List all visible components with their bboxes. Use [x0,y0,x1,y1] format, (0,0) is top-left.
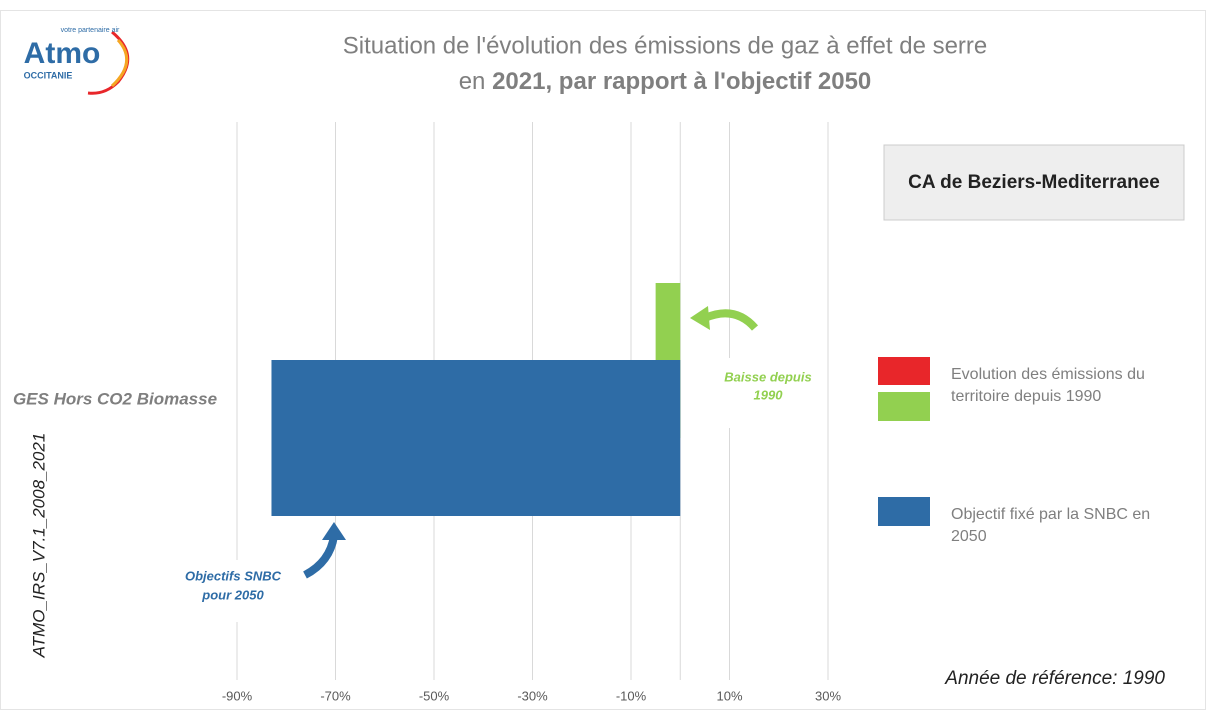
logo-arc [110,38,129,88]
annotation-bg [170,560,290,622]
chart-title: en 2021, par rapport à l'objectif 2050 [459,68,872,95]
annotation: pour 2050 [201,587,264,602]
arrow-head [690,306,710,330]
title-part: 2021, par rapport à l'objectif 2050 [492,68,871,95]
legend-label: Objectif fixé par la SNBC en 2050 [951,506,1151,545]
annotation: Baisse depuis [724,369,811,384]
legend-swatch [878,497,930,526]
x-tick-label: 10% [716,688,742,703]
logo-region: OCCITANIE [24,70,73,80]
arrow [703,309,759,331]
x-tick-label: 30% [815,688,841,703]
legend-swatch [878,357,930,385]
logo-name: Atmo [24,37,101,70]
legend-label: Evolution des émissions du territoire de… [951,366,1145,405]
territory: CA de Beziers-Mediterranee [908,172,1160,193]
logo-tagline: votre partenaire air [61,27,120,34]
arrow [303,535,338,579]
territory-box [883,144,1185,221]
x-tick-label: -50% [419,688,450,703]
category-label: GES Hors CO2 Biomasse [13,389,217,408]
annotation-bg [705,358,825,428]
bar [271,360,681,516]
arrow-head [322,522,346,540]
x-tick-label: -70% [320,688,351,703]
x-tick-label: -10% [616,688,647,703]
x-tick-label: -90% [222,688,253,703]
title-part: en [459,68,492,95]
annotation: 1990 [754,387,784,402]
x-tick-label: -30% [517,688,548,703]
reference: Année de référence: 1990 [944,668,1165,689]
legend-swatch [878,392,930,421]
chart-title: Situation de l'évolution des émissions d… [343,32,988,59]
annotation: Objectifs SNBC [185,568,282,583]
source: ATMO_IRS_V7.1_2008_2021 [29,433,48,659]
bars [271,283,681,516]
